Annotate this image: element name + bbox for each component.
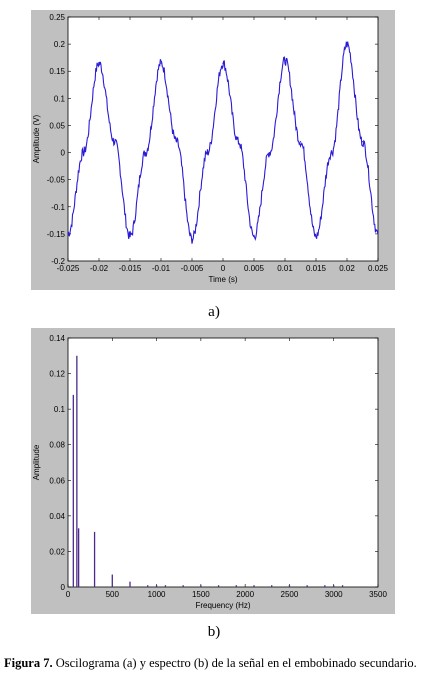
osc-y-tick-label: 0.2	[54, 40, 66, 49]
spec-x-tick-label: 2500	[281, 590, 299, 599]
chart-panel-b: 0 500 1000 1500 2000 2500 3000 3500 0 0.02 0.04 0.0…	[31, 328, 395, 614]
figure-caption: Figura 7. Oscilograma (a) y espectro (b)…	[4, 656, 428, 670]
osc-data-point	[175, 141, 178, 143]
osc-data-point	[206, 151, 209, 154]
spec-y-tick-label: 0.04	[49, 512, 65, 521]
spec-y-tick-label: 0	[61, 583, 66, 592]
spec-x-tick-label: 3500	[369, 590, 387, 599]
osc-data-point	[299, 141, 302, 143]
spec-x-axis-title: Frequency (Hz)	[195, 601, 250, 610]
osc-y-tick-label: -0.15	[47, 230, 66, 239]
osc-x-tick-label: -0.005	[181, 264, 204, 273]
subfigure-label-b: b)	[207, 624, 221, 640]
subfigure-label-a: a)	[208, 304, 220, 320]
spec-y-axis-title: Amplitude	[32, 444, 41, 480]
osc-x-tick-label: -0.01	[152, 264, 171, 273]
spec-x-tick-label: 500	[106, 590, 120, 599]
osc-y-tick-label: 0.15	[49, 67, 65, 76]
osc-data-point	[315, 236, 317, 238]
osc-data-point	[191, 238, 193, 240]
osc-data-point	[346, 43, 348, 45]
osc-y-tick-label: 0.05	[49, 121, 65, 130]
osc-data-point	[284, 59, 286, 61]
spec-x-tick-label: 1500	[192, 590, 210, 599]
osc-series-line	[67, 41, 379, 244]
osc-data-point	[67, 233, 69, 235]
osc-x-tick-label: -0.02	[90, 264, 109, 273]
spec-y-tick-label: 0.08	[49, 441, 65, 450]
osc-data-point	[361, 141, 364, 143]
chart-panel-a: -0.025 -0.02 -0.015 -0.01 -0.005 0 0.005 0.01 0.…	[31, 10, 395, 290]
spec-x-tick-label: 2000	[236, 590, 254, 599]
osc-data-point	[222, 62, 224, 64]
osc-y-axis-title: Amplitude (V)	[32, 114, 41, 163]
spec-x-tick-label: 0	[66, 590, 71, 599]
osc-plot-area	[67, 16, 379, 262]
osc-data-point	[237, 141, 240, 143]
osc-data-point	[330, 151, 333, 154]
spec-x-tick-label: 3000	[325, 590, 343, 599]
osc-data-point	[268, 151, 271, 154]
spectrum-chart: 0 500 1000 1500 2000 2500 3000 3500 0 0.02 0.04 0.0…	[32, 334, 387, 610]
osc-data-point	[160, 62, 162, 64]
osc-x-tick-label: 0.015	[306, 264, 327, 273]
osc-y-tick-label: -0.1	[51, 203, 65, 212]
oscillogram-chart: -0.025 -0.02 -0.015 -0.01 -0.005 0 0.005 0.01 0.…	[32, 13, 389, 284]
spec-plot-area	[67, 337, 379, 588]
caption-text: Oscilograma (a) y espectro (b) de la señ…	[52, 656, 417, 670]
osc-data-point	[129, 236, 131, 238]
osc-x-axis-title: Time (s)	[208, 275, 237, 284]
osc-y-tick-label: 0.1	[54, 94, 66, 103]
osc-data-point	[377, 233, 379, 235]
osc-x-tick-label: 0	[221, 264, 226, 273]
osc-data-point	[82, 151, 85, 154]
osc-y-tick-label: 0.25	[49, 13, 65, 22]
spec-y-tick-label: 0.12	[49, 370, 65, 379]
osc-y-tick-label: -0.05	[47, 176, 66, 185]
osc-x-tick-label: 0.025	[368, 264, 389, 273]
osc-data-point	[98, 62, 100, 64]
osc-y-tick-label: 0	[61, 149, 66, 158]
spec-y-tick-label: 0.02	[49, 547, 65, 556]
osc-x-tick-label: 0.02	[339, 264, 355, 273]
caption-figure-label: Figura 7.	[4, 656, 53, 670]
spec-y-tick-label: 0.14	[49, 334, 65, 343]
spec-y-tick-label: 0.1	[54, 405, 66, 414]
osc-x-tick-label: 0.01	[277, 264, 293, 273]
osc-x-tick-label: -0.015	[119, 264, 142, 273]
osc-x-tick-label: 0.005	[244, 264, 265, 273]
osc-x-tick-label: -0.025	[57, 264, 80, 273]
spec-x-tick-label: 1000	[148, 590, 166, 599]
osc-data-point	[113, 141, 116, 143]
spec-y-tick-label: 0.06	[49, 476, 65, 485]
osc-data-point	[253, 236, 255, 238]
osc-y-tick-label: -0.2	[51, 257, 65, 266]
osc-data-point	[144, 151, 147, 154]
